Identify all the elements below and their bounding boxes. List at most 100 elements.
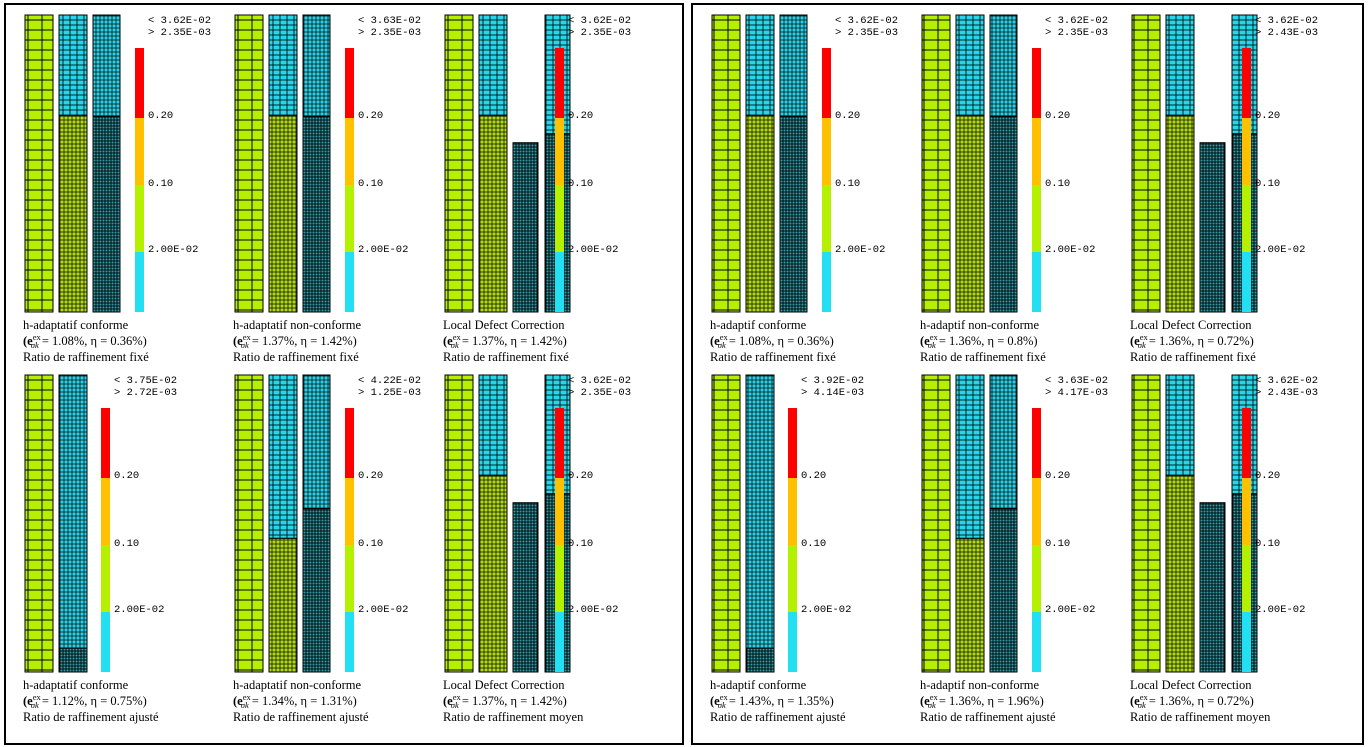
error-rest: = 1.34%, η = 1.31%) [249,694,357,708]
error-sup: ex [720,332,729,342]
colorbar-segment [1032,478,1041,545]
error-sub: σk [718,700,726,710]
caption-method: Local Defect Correction [443,678,565,692]
error-rest: = 1.36%, η = 1.96%) [936,694,1044,708]
error-open: (e [233,334,243,348]
mesh-region [955,537,985,673]
colorbar-segment [822,185,831,252]
error-open: (e [710,334,720,348]
colorbar-label: 0.20 [835,110,860,122]
colorbar-min: > 2.35E-03 [358,27,421,39]
caption-error: (eex σk = 1.12%, η = 0.75%) [23,692,147,710]
colorbar-segment [1032,408,1041,478]
mesh-region [478,14,508,117]
mesh-region [1199,502,1226,673]
caption-method: h-adaptif conforme [710,318,807,332]
mesh-region [745,647,775,673]
colorbar-label: 0.10 [358,178,383,190]
error-rest: = 1.37%, η = 1.42%) [459,334,567,348]
mesh-region [478,475,508,673]
colorbar-label: 0.10 [1255,538,1280,550]
colorbar-segment [1032,185,1041,252]
colorbar-max: < 3.62E-02 [1045,15,1108,27]
error-sup: ex [930,692,939,702]
mesh-region [302,14,331,117]
colorbar-label: 0.10 [568,538,593,550]
colorbar-max: < 3.62E-02 [148,15,211,27]
colorbar-min: > 2.43E-03 [1255,27,1318,39]
colorbar-label: 2.00E-02 [358,604,408,616]
colorbar-label: 0.10 [1255,178,1280,190]
mesh-region [1131,374,1161,673]
colorbar-label: 2.00E-02 [801,604,851,616]
caption-ratio: Ratio de raffinement fixé [1130,350,1256,364]
mesh-region [268,374,298,539]
mesh-region [745,14,775,117]
mesh-region [711,14,741,313]
colorbar-segment [345,118,354,185]
error-sub: σk [31,700,39,710]
colorbar-segment [135,48,144,118]
error-sub: σk [928,700,936,710]
caption-ratio: Ratio de raffinement fixé [920,350,1046,364]
mesh-region [234,14,264,313]
error-sup: ex [33,692,42,702]
colorbar-label: 2.00E-02 [568,244,618,256]
error-sup: ex [720,692,729,702]
colorbar-segment [822,118,831,185]
colorbar-min: > 2.72E-03 [114,387,177,399]
colorbar-segment [135,118,144,185]
mesh-region [302,115,331,313]
caption-ratio: Ratio de raffinement fixé [233,350,359,364]
colorbar-segment [555,612,564,672]
colorbar-segment [555,252,564,312]
colorbar-segment [1242,185,1251,252]
colorbar-segment [1242,118,1251,185]
colorbar-max: < 4.22E-02 [358,375,421,387]
error-rest: = 1.08%, η = 0.36%) [726,334,834,348]
colorbar-segment [822,48,831,118]
colorbar-segment [1032,48,1041,118]
panel-border [691,3,1364,745]
colorbar-min: > 2.43E-03 [1255,387,1318,399]
colorbar-segment [135,252,144,312]
error-sub: σk [31,340,39,350]
colorbar-segment [1242,252,1251,312]
mesh-region [24,374,54,673]
error-rest: = 1.37%, η = 1.42%) [459,694,567,708]
error-rest: = 1.36%, η = 0.72%) [1146,694,1254,708]
colorbar-segment [101,408,110,478]
mesh-region [512,502,539,673]
colorbar-label: 2.00E-02 [568,604,618,616]
colorbar-label: 2.00E-02 [1255,604,1305,616]
colorbar-min: > 2.35E-03 [1045,27,1108,39]
error-sub: σk [718,340,726,350]
error-sub: σk [241,700,249,710]
colorbar-segment [1032,252,1041,312]
mesh-region [1165,115,1195,313]
mesh-region [234,374,264,673]
colorbar-label: 0.10 [148,178,173,190]
colorbar-segment [345,545,354,612]
error-sub: σk [928,340,936,350]
error-open: (e [920,694,930,708]
mesh-region [989,508,1018,673]
colorbar-segment [345,48,354,118]
caption-ratio: Ratio de raffinement ajusté [23,710,159,724]
mesh-region [955,374,985,539]
error-open: (e [443,334,453,348]
colorbar-label: 0.10 [568,178,593,190]
mesh-region [1165,14,1195,117]
colorbar-min: > 4.17E-03 [1045,387,1108,399]
mesh-region [711,374,741,673]
colorbar-min: > 2.35E-03 [835,27,898,39]
caption-method: h-adaptatif non-conforme [233,318,362,332]
caption-error: (eex σk = 1.08%, η = 0.36%) [23,332,147,350]
caption-method: h-adaptatif conforme [23,678,129,692]
caption-error: (eex σk = 1.36%, η = 0.72%) [1130,692,1254,710]
colorbar-label: 2.00E-02 [148,244,198,256]
caption-ratio: Ratio de raffinement ajusté [710,710,846,724]
colorbar-max: < 3.62E-02 [1255,15,1318,27]
caption-error: (eex σk = 1.37%, η = 1.42%) [443,332,567,350]
colorbar-label: 0.10 [114,538,139,550]
